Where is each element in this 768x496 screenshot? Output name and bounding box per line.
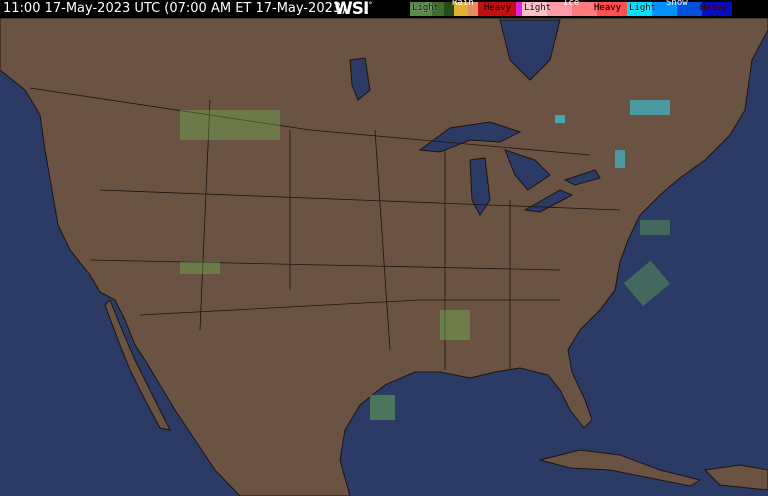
snow-echoes <box>555 100 670 168</box>
hudson-bay <box>499 19 561 81</box>
water-bodies <box>349 19 601 216</box>
legend-ice-light: Light <box>524 3 552 13</box>
baja-california <box>104 299 171 431</box>
legend-rain-heavy: Heavy <box>484 3 512 13</box>
timestamp: 11:00 17-May-2023 UTC (07:00 AM ET 17-Ma… <box>3 1 347 16</box>
wsi-logo: WSI° <box>334 0 372 19</box>
legend-rain-light: Light <box>412 3 440 13</box>
legend-snow-title: Snow <box>666 0 688 8</box>
lake-huron <box>504 149 551 191</box>
precipitation-echoes <box>180 110 670 420</box>
legend-rain <box>410 2 522 16</box>
lake-ontario <box>563 169 601 186</box>
legend-snow-light: Light <box>629 3 657 13</box>
lake-michigan <box>469 157 491 216</box>
legend-snow-heavy: Heavy <box>700 3 728 13</box>
legend-ice-title: Ice <box>563 0 580 8</box>
legend-snow <box>627 2 732 16</box>
header-bar: 11:00 17-May-2023 UTC (07:00 AM ET 17-Ma… <box>0 0 768 19</box>
legend-ice <box>522 2 627 16</box>
legend-rain-title: Rain <box>452 0 474 8</box>
lake-winnipeg <box>349 57 371 101</box>
legend-ice-heavy: Heavy <box>594 3 622 13</box>
cuba <box>538 449 702 487</box>
state-borders <box>29 87 621 370</box>
hispaniola <box>703 464 768 491</box>
